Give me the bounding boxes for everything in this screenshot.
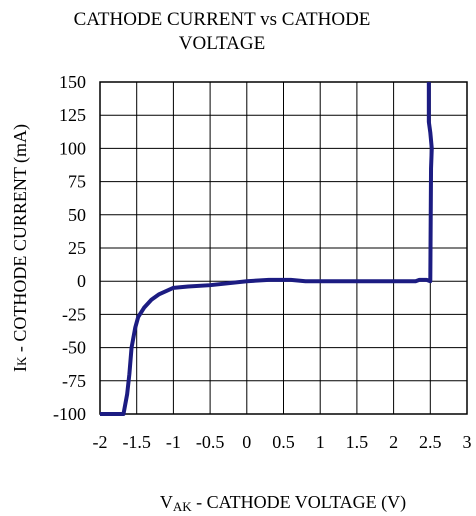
x-tick-label: 0 xyxy=(242,432,251,452)
x-tick-label: -0.5 xyxy=(196,432,225,452)
y-tick-label: -25 xyxy=(62,304,86,324)
x-tick-label: 2 xyxy=(389,432,398,452)
y-tick-label: -75 xyxy=(62,371,86,391)
y-tick-label: 125 xyxy=(59,105,86,125)
x-axis-label: VAK - CATHODE VOLTAGE (V) xyxy=(160,492,406,514)
x-tick-label: -2 xyxy=(93,432,108,452)
x-tick-label: 0.5 xyxy=(272,432,295,452)
y-tick-label: 150 xyxy=(59,72,86,92)
x-tick-label: 2.5 xyxy=(419,432,442,452)
data-line xyxy=(100,82,434,416)
x-tick-label: -1.5 xyxy=(122,432,151,452)
y-tick-label: 50 xyxy=(68,205,86,225)
y-label-text: - COTHODE CURRENT (mA) xyxy=(10,124,31,357)
x-tick-label: 3 xyxy=(463,432,472,452)
y-tick-label: 75 xyxy=(68,172,86,192)
y-label-subscript: K xyxy=(14,356,29,366)
y-tick-label: 25 xyxy=(68,238,86,258)
chart-title: CATHODE CURRENT vs CATHODE VOLTAGE xyxy=(73,9,371,54)
x-tick-label: 1 xyxy=(316,432,325,452)
plot-frame xyxy=(99,81,468,415)
x-label-subscript: AK xyxy=(173,499,192,514)
x-tick-label: 1.5 xyxy=(346,432,369,452)
y-tick-label: -100 xyxy=(53,404,86,424)
y-axis-label: IK - COTHODE CURRENT (mA) xyxy=(10,124,31,372)
x-label-text: - CATHODE VOLTAGE (V) xyxy=(192,492,407,513)
y-label-symbol: I xyxy=(10,366,30,372)
x-label-symbol: V xyxy=(160,492,173,512)
y-tick-label: 100 xyxy=(59,138,86,158)
y-tick-label: -50 xyxy=(62,338,86,358)
y-tick-label: 0 xyxy=(77,271,86,291)
x-tick-label: -1 xyxy=(166,432,181,452)
